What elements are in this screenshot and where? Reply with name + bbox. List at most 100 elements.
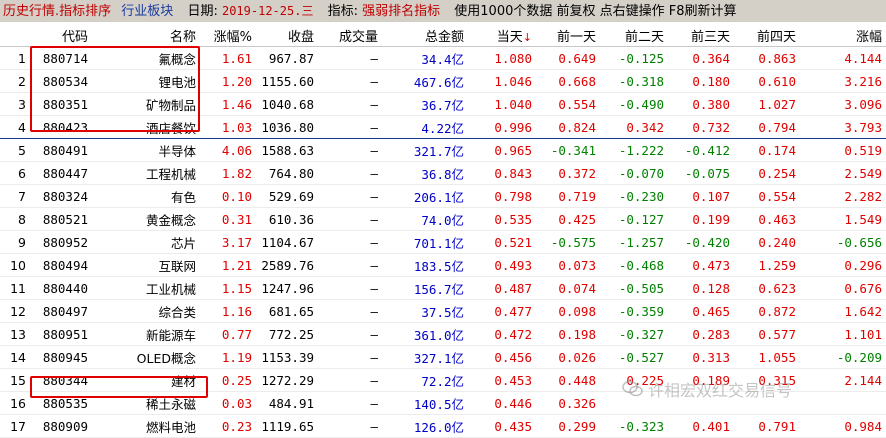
table-row[interactable]: 17 880909 燃料电池 0.23 1119.65—126.0亿 0.435 0.299…	[0, 414, 886, 438]
row-change: 3.216	[800, 69, 886, 93]
table-row[interactable]: 7 880324 有色 0.10 529.69—206.1亿 0.798 0.719 -0.2…	[0, 184, 886, 208]
col-header-volume[interactable]: 成交量	[318, 24, 382, 47]
highlight-box-top3	[30, 46, 200, 132]
row-close: 1104.67	[256, 230, 318, 254]
row-volume: —	[318, 46, 382, 70]
row-day2: -0.359	[600, 299, 668, 323]
row-day1: 0.198	[536, 322, 600, 346]
row-day3: 0.128	[668, 276, 734, 300]
table-header-row: 代码 名称 涨幅% 收盘 成交量 总金额 当天↓ 前一天 前二天 前三天 前四天…	[0, 24, 886, 47]
row-change: 2.549	[800, 161, 886, 185]
col-header-change[interactable]: 涨幅	[800, 24, 886, 47]
row-pct: 1.03	[200, 115, 256, 139]
table-row[interactable]: 3 880351 矿物制品 1.46 1040.68—36.7亿 1.040 0.554 -0…	[0, 92, 886, 116]
col-header-close[interactable]: 收盘	[256, 24, 318, 47]
row-name: 工业机械	[92, 276, 200, 300]
row-close: 484.91	[256, 391, 318, 415]
col-header-today[interactable]: 当天↓	[468, 24, 536, 47]
row-today: 0.472	[468, 322, 536, 346]
date-label: 日期:	[187, 4, 218, 19]
row-day2: -0.318	[600, 69, 668, 93]
date-value[interactable]: 2019-12-25.三	[221, 4, 314, 18]
col-header-code[interactable]: 代码	[30, 24, 92, 47]
row-close: 967.87	[256, 46, 318, 70]
row-volume: —	[318, 299, 382, 323]
col-header-amount[interactable]: 总金额	[382, 24, 468, 47]
table-row[interactable]: 10 880494 互联网 1.21 2589.76—183.5亿 0.493 0.073-…	[0, 253, 886, 277]
row-close: 1040.68	[256, 92, 318, 116]
col-header-name[interactable]: 名称	[92, 24, 200, 47]
row-day1: 0.425	[536, 207, 600, 231]
table-row[interactable]: 2 880534 锂电池 1.20 1155.60—467.6亿 1.046 0.668 -0…	[0, 69, 886, 93]
row-day1: 0.073	[536, 253, 600, 277]
row-close: 1153.39	[256, 345, 318, 369]
row-code: 880447	[30, 161, 92, 185]
row-day3: 0.313	[668, 345, 734, 369]
row-today: 0.798	[468, 184, 536, 208]
table-row[interactable]: 8 880521 黄金概念 0.31 610.36—74.0亿 0.535 0.425 -0.…	[0, 207, 886, 231]
row-code: 880423	[30, 115, 92, 139]
row-index: 7	[0, 184, 30, 208]
indicator-selector[interactable]: 强弱排名指标	[362, 4, 441, 19]
table-row[interactable]: 15 880344 建材 0.25 1272.29—72.2亿 0.453 0.448 0.2…	[0, 368, 886, 392]
row-index: 5	[0, 138, 30, 162]
row-day1: 0.668	[536, 69, 600, 93]
table-row[interactable]: 14 880945 OLED概念 1.19 1153.39—327.1亿 0.456 0.0…	[0, 345, 886, 369]
row-code: 880534	[30, 69, 92, 93]
row-close: 1155.60	[256, 69, 318, 93]
table-row[interactable]: 11 880440 工业机械 1.15 1247.96—156.7亿 0.487 0.074…	[0, 276, 886, 300]
row-day4: 0.577	[734, 322, 800, 346]
row-close: 772.25	[256, 322, 318, 346]
row-day3	[668, 391, 734, 415]
table-row[interactable]: 6 880447 工程机械 1.82 764.80—36.8亿 0.843 0.372 -0.…	[0, 161, 886, 185]
watermark: 许相宏双红交易信号	[622, 376, 884, 402]
row-day1: 0.719	[536, 184, 600, 208]
row-pct: 0.23	[200, 414, 256, 438]
row-amount: 74.0亿	[382, 207, 468, 231]
table-row[interactable]: 4 880423 酒店餐饮 1.03 1036.80—4.22亿 0.996 0.824 0.…	[0, 115, 886, 139]
col-header-day2[interactable]: 前二天	[600, 24, 668, 47]
row-day4: 0.623	[734, 276, 800, 300]
col-header-pct[interactable]: 涨幅%	[200, 24, 256, 47]
row-today: 0.453	[468, 368, 536, 392]
row-day4: 0.174	[734, 138, 800, 162]
row-day2: 0.342	[600, 115, 668, 139]
col-header-day1[interactable]: 前一天	[536, 24, 600, 47]
row-amount: 126.0亿	[382, 414, 468, 438]
row-code: 880951	[30, 322, 92, 346]
row-today: 0.493	[468, 253, 536, 277]
col-header-index[interactable]	[0, 24, 30, 47]
col-header-day3[interactable]: 前三天	[668, 24, 734, 47]
table-row[interactable]: 13 880951 新能源车 0.77 772.25—361.0亿 0.472 0.198-…	[0, 322, 886, 346]
row-index: 8	[0, 207, 30, 231]
row-today: 0.965	[468, 138, 536, 162]
row-index: 9	[0, 230, 30, 254]
row-index: 14	[0, 345, 30, 369]
table-row[interactable]: 12 880497 综合类 1.16 681.65—37.5亿 0.477 0.098 -0.…	[0, 299, 886, 323]
row-change	[800, 391, 886, 415]
table-row[interactable]: 9 880952 芯片 3.17 1104.67—701.1亿 0.521 -0.575 -1…	[0, 230, 886, 254]
row-day4: 0.794	[734, 115, 800, 139]
row-day1: 0.824	[536, 115, 600, 139]
row-close: 529.69	[256, 184, 318, 208]
table-row[interactable]: 5 880491 半导体 4.06 1588.63—321.7亿 0.965 -0.341-…	[0, 138, 886, 162]
row-today: 0.535	[468, 207, 536, 231]
row-amount: 4.22亿	[382, 115, 468, 139]
row-today: 0.477	[468, 299, 536, 323]
row-volume: —	[318, 322, 382, 346]
indicator-label: 指标:	[327, 4, 358, 19]
row-code: 880521	[30, 207, 92, 231]
row-pct: 1.16	[200, 299, 256, 323]
sector-selector[interactable]: 行业板块	[121, 4, 174, 19]
row-day2: -0.125	[600, 46, 668, 70]
row-change: 0.984	[800, 414, 886, 438]
col-header-day4[interactable]: 前四天	[734, 24, 800, 47]
row-volume: —	[318, 92, 382, 116]
row-day1: 0.554	[536, 92, 600, 116]
row-close: 1588.63	[256, 138, 318, 162]
row-code: 880497	[30, 299, 92, 323]
row-day3: 0.364	[668, 46, 734, 70]
row-close: 1036.80	[256, 115, 318, 139]
row-index: 4	[0, 115, 30, 139]
table-row[interactable]: 1 880714 氟概念 1.61 967.87—34.4亿 1.080 0.649 -0.1…	[0, 46, 886, 70]
